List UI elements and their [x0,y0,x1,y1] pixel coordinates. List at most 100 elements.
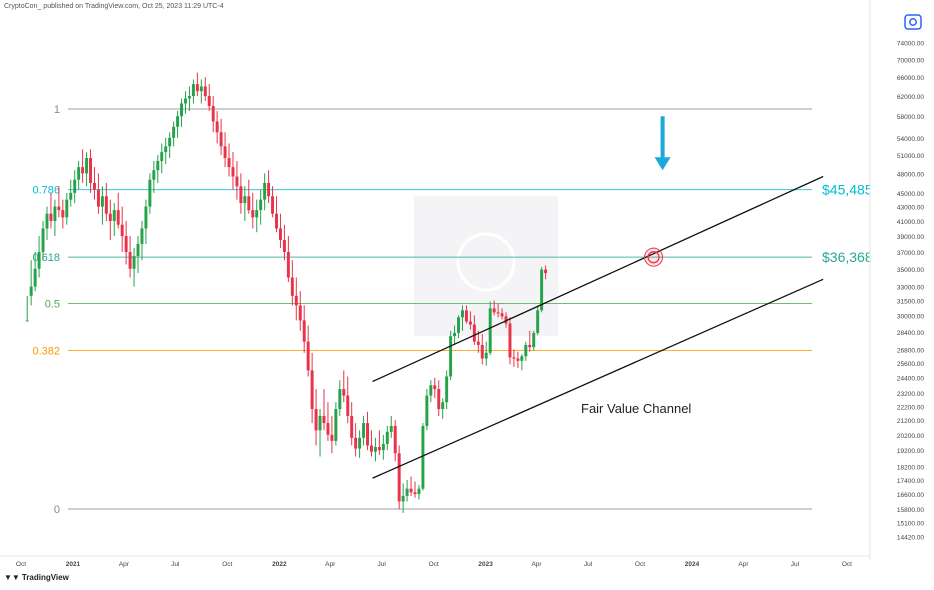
candle-body-91 [385,431,389,444]
candle-body-94 [397,453,401,502]
price-tick-label: 51000.00 [897,153,924,160]
candle-body-74 [318,415,322,431]
candle-body-117 [488,308,492,353]
candle-body-7 [53,206,57,221]
candle-body-84 [358,437,362,449]
time-tick-label: Jul [791,561,800,568]
time-tick-label: 2023 [478,561,493,568]
candle-body-109 [457,317,461,333]
candle-body-50 [223,146,227,159]
candle-body-48 [215,121,219,133]
candle-body-99 [417,488,421,495]
candle-body-131 [544,269,548,274]
candle-body-35 [164,146,168,153]
candle-body-37 [172,126,176,138]
time-tick-label: Apr [738,561,749,568]
candle-body-130 [540,269,544,311]
candle-body-42 [191,84,195,97]
candle-body-97 [409,488,413,493]
camera-icon [904,14,922,30]
candle-body-87 [369,445,373,452]
candle-body-67 [290,277,294,296]
watermark-logo-icon [456,232,516,292]
candle-body-129 [536,310,540,333]
candle-body-119 [496,312,500,314]
time-tick-label: Jul [377,561,386,568]
candle-body-65 [282,239,286,252]
candle-body-113 [472,324,476,342]
attribution-text: CryptoCon_ published on TradingView.com,… [4,3,224,10]
time-tick-label: Apr [119,561,130,568]
candle-body-71 [306,341,310,371]
candle-body-86 [366,423,370,446]
tradingview-brand[interactable]: ▼▼ TradingView [4,573,69,582]
candle-body-23 [116,210,120,225]
candle-body-11 [69,192,73,200]
price-tick-label: 58000.00 [897,114,924,121]
candle-body-116 [484,352,488,359]
time-tick-label: Oct [635,561,645,568]
price-axis-bg [870,0,934,560]
candle-body-58 [255,210,259,218]
candle-body-19 [100,196,104,207]
candle-body-21 [108,213,112,221]
price-tick-label: 28400.00 [897,330,924,337]
candle-body-78 [334,409,338,441]
price-tick-label: 18200.00 [897,464,924,471]
candle-body-40 [184,98,187,104]
snapshot-button[interactable] [898,8,928,36]
channel-label: Fair Value Channel [581,401,691,416]
price-tick-label: 14420.00 [897,535,924,542]
candle-body-103 [433,385,437,390]
candle-body-110 [461,310,464,318]
price-tick-label: 37000.00 [897,250,924,257]
candle-body-85 [362,423,366,438]
price-tick-label: 62000.00 [897,94,924,101]
candle-body-124 [516,358,520,361]
candle-body-22 [112,210,116,221]
candle-body-9 [61,210,65,218]
candle-body-104 [437,389,441,410]
candle-body-43 [195,84,199,92]
time-tick-label: Oct [222,561,232,568]
candle-body-47 [211,105,215,122]
price-tick-label: 20200.00 [897,433,924,440]
fib-ratio-label: 0.618 [32,252,60,264]
price-tick-label: 19200.00 [897,448,924,455]
channel-lower-line [372,278,824,479]
candle-body-44 [199,86,203,92]
time-tick-label: 2021 [66,561,81,568]
candle-body-88 [373,447,377,452]
candle-body-72 [310,370,314,410]
candle-body-83 [354,437,358,449]
candle-body-115 [480,344,484,359]
fib-price-label: $45,485 [822,182,873,198]
down-arrow-icon [654,157,671,171]
candle-body-14 [81,167,85,174]
candle-body-52 [231,167,235,177]
candle-body-26 [128,251,132,269]
candle-body-30 [144,206,148,229]
candle-body-39 [180,103,184,117]
price-tick-label: 17400.00 [897,478,924,485]
candle-body-121 [504,316,508,324]
fib-ratio-label: 1 [54,104,60,116]
candle-body-62 [271,196,275,214]
candle-body-28 [136,243,140,257]
time-tick-label: Jul [584,561,593,568]
candle-body-66 [286,251,290,278]
candle-body-64 [278,228,282,240]
candle-body-92 [389,425,393,432]
candle-body-20 [104,196,108,214]
candle-body-49 [219,132,223,147]
candle-body-76 [326,423,330,435]
candle-body-63 [275,213,278,229]
candle-body-127 [528,344,532,348]
candle-body-2 [33,268,37,287]
price-tick-label: 25600.00 [897,361,924,368]
candle-body-4 [41,228,45,252]
candle-body-29 [140,228,144,244]
price-tick-label: 66000.00 [897,75,924,82]
